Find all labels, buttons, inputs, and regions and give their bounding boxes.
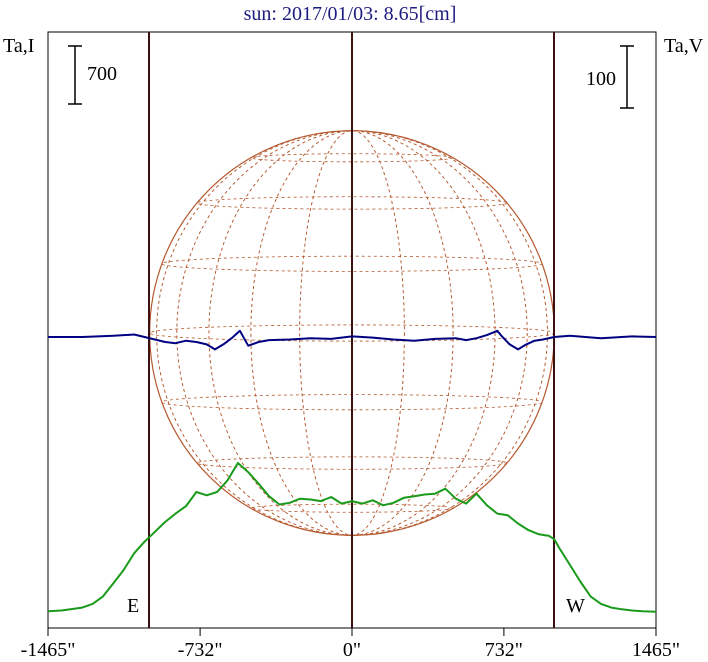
west-label: W [566, 595, 585, 617]
x-axis: -1465" -732" 0" 732" 1465" [21, 628, 680, 661]
left-scale-label: 700 [87, 63, 117, 85]
chart-title: sun: 2017/01/03: 8.65[cm] [244, 3, 457, 25]
x-tick-label: -732" [178, 639, 223, 661]
latitude-line [196, 196, 508, 210]
longitude-line [208, 130, 496, 536]
x-tick-label: 0" [343, 639, 361, 661]
left-axis-label: Ta,I [3, 35, 34, 57]
latitude-line [250, 503, 454, 513]
series-group [47, 329, 657, 613]
east-label: E [127, 595, 139, 617]
polarization-series-line [48, 329, 657, 351]
right-axis-label: Ta,V [664, 35, 704, 57]
left-scale-bar [68, 45, 82, 105]
right-scale-label: 100 [586, 68, 616, 90]
x-tick-label: 1465" [632, 639, 680, 661]
intensity-series-line [47, 462, 657, 613]
latitude-line [196, 456, 508, 470]
latitude-line [250, 153, 454, 163]
x-tick-label: 732" [485, 639, 523, 661]
right-scale-bar [620, 45, 634, 109]
x-tick-label: -1465" [21, 639, 76, 661]
